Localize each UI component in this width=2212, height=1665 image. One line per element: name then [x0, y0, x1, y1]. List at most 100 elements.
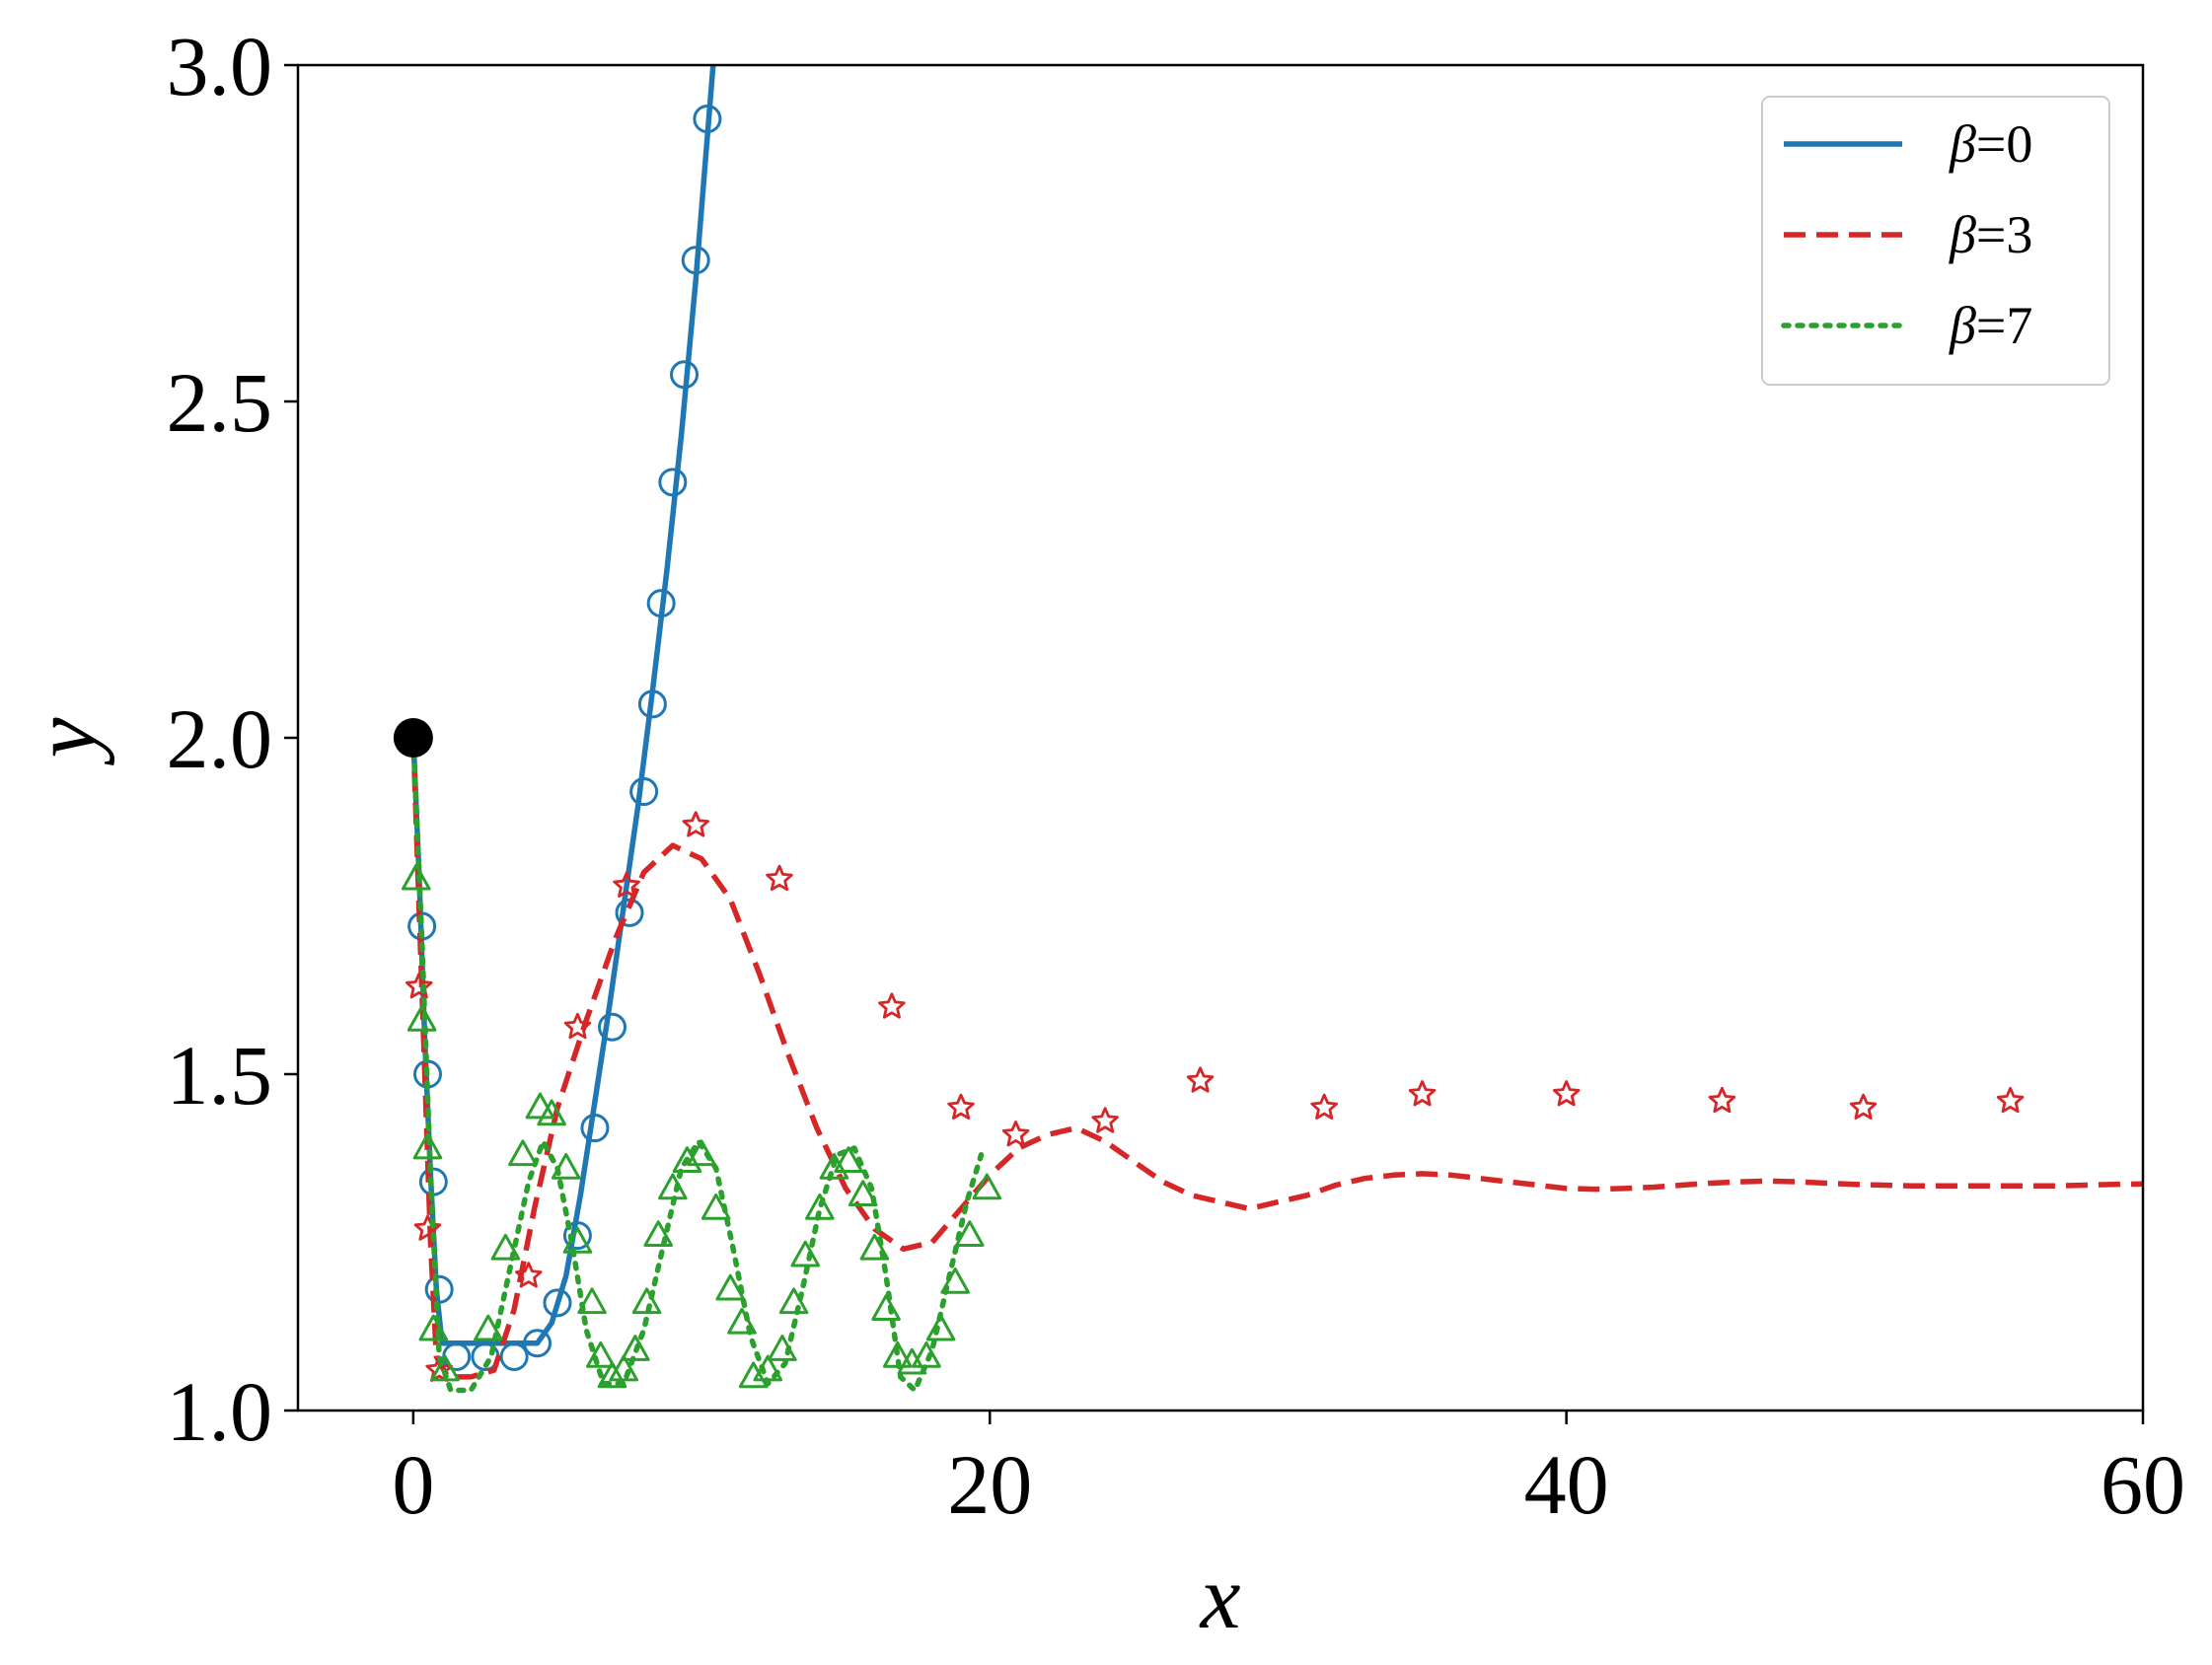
series-2-marker	[819, 1152, 849, 1180]
legend-label-1: β=3	[1949, 205, 2032, 264]
series-1-marker	[413, 1214, 442, 1241]
series-1-marker	[1310, 1093, 1338, 1120]
series-2-marker	[753, 1354, 783, 1382]
series-2-marker	[412, 1132, 443, 1160]
series-0-marker	[693, 105, 722, 134]
legend-label-0: β=0	[1949, 114, 2032, 174]
legend: β=0β=3β=7	[1761, 96, 2110, 386]
x-tick-label: 60	[2101, 1437, 2185, 1532]
series-2-marker	[778, 1287, 809, 1315]
y-tick-label: 1.0	[167, 1364, 273, 1459]
series-1-marker	[947, 1093, 975, 1120]
series-2-marker	[609, 1354, 638, 1382]
series-2-marker	[912, 1340, 941, 1368]
series-2-marker	[418, 1314, 449, 1341]
legend-label-2: β=7	[1949, 296, 2032, 355]
series-1-marker	[1091, 1107, 1119, 1133]
series-2-marker	[727, 1307, 757, 1335]
series-1-marker	[563, 1012, 592, 1040]
series-1-marker	[1849, 1093, 1878, 1120]
start-point-marker	[393, 718, 433, 758]
series-0-marker	[597, 1012, 627, 1042]
y-tick-label: 3.0	[167, 19, 273, 113]
series-1-marker	[766, 864, 793, 892]
series-2-marker	[805, 1193, 835, 1220]
series-0-marker	[543, 1288, 572, 1318]
legend-symbol: β	[1949, 296, 1976, 355]
series-layer	[393, 65, 2143, 1394]
series-2-marker	[871, 1294, 901, 1321]
y-axis-label: y	[14, 717, 114, 765]
series-1-marker	[1408, 1080, 1437, 1107]
series-0-marker	[499, 1341, 529, 1371]
series-2-marker	[925, 1314, 956, 1341]
x-axis-label: x	[1199, 1547, 1241, 1647]
y-tick-label: 2.5	[167, 355, 273, 450]
series-2-marker	[577, 1287, 607, 1315]
series-0-marker	[562, 1221, 592, 1251]
series-0-marker	[580, 1114, 610, 1143]
series-2-marker	[672, 1146, 702, 1173]
series-2-marker	[621, 1335, 650, 1361]
x-tick-label: 0	[392, 1437, 434, 1532]
x-tick-label: 20	[947, 1437, 1032, 1532]
series-2-marker	[551, 1152, 581, 1180]
series-1-line	[410, 737, 2143, 1380]
series-2-marker	[897, 1347, 927, 1375]
series-2-marker	[525, 1092, 555, 1120]
series-2-marker	[508, 1139, 538, 1167]
x-tick-label: 40	[1524, 1437, 1609, 1532]
series-2-marker	[490, 1233, 521, 1261]
series-2-marker	[643, 1220, 674, 1247]
series-1-marker	[1708, 1086, 1736, 1114]
series-2-marker	[954, 1220, 985, 1247]
series-2-marker	[859, 1233, 890, 1261]
legend-symbol: β	[1949, 205, 1976, 264]
series-0-marker	[670, 360, 700, 390]
y-tick-label: 1.5	[167, 1028, 273, 1122]
ticks-layer: 0 20 40 60 1.0 1.5 2.0 2.5 3.0	[167, 19, 2186, 1532]
series-2-marker	[882, 1340, 913, 1368]
series-1-marker	[515, 1262, 543, 1288]
series-2-marker	[940, 1267, 970, 1294]
series-1-marker	[878, 992, 906, 1019]
series-2-marker	[790, 1240, 821, 1267]
plot-area	[401, 65, 2143, 1394]
series-1-marker	[406, 972, 433, 999]
series-2-marker	[631, 1287, 662, 1315]
series-2-marker	[972, 1173, 1002, 1200]
series-1-marker	[1996, 1086, 2025, 1114]
series-2-marker	[768, 1335, 797, 1361]
series-0-marker	[681, 246, 710, 275]
series-2-marker	[658, 1173, 688, 1200]
series-2-marker	[430, 1354, 460, 1382]
legend-symbol: β	[1949, 114, 1976, 174]
legend-box	[1761, 96, 2110, 386]
series-1-marker	[613, 871, 640, 898]
series-1-marker	[1186, 1066, 1215, 1093]
series-1-marker	[1552, 1080, 1581, 1107]
series-2-marker	[834, 1146, 863, 1173]
series-2-marker	[848, 1180, 878, 1207]
series-2-line	[410, 735, 985, 1394]
series-0-marker	[646, 589, 676, 618]
series-2-marker	[700, 1193, 731, 1220]
legend-value: =0	[1976, 114, 2032, 174]
series-2-marker	[585, 1340, 616, 1368]
series-1-marker	[682, 811, 709, 837]
legend-value: =3	[1976, 205, 2032, 264]
series-2-marker	[687, 1139, 716, 1167]
series-0-marker	[637, 689, 667, 719]
series-0-marker	[658, 468, 688, 497]
series-2-marker	[562, 1227, 593, 1254]
series-1-marker	[425, 1355, 453, 1382]
y-tick-label: 2.0	[167, 691, 273, 786]
series-0-marker	[629, 777, 659, 807]
series-2-marker	[715, 1273, 746, 1301]
series-0-marker	[523, 1329, 553, 1358]
series-2-marker	[537, 1099, 566, 1126]
series-2-marker	[474, 1314, 503, 1341]
series-1-marker	[1001, 1121, 1030, 1147]
series-2-marker	[738, 1361, 769, 1389]
